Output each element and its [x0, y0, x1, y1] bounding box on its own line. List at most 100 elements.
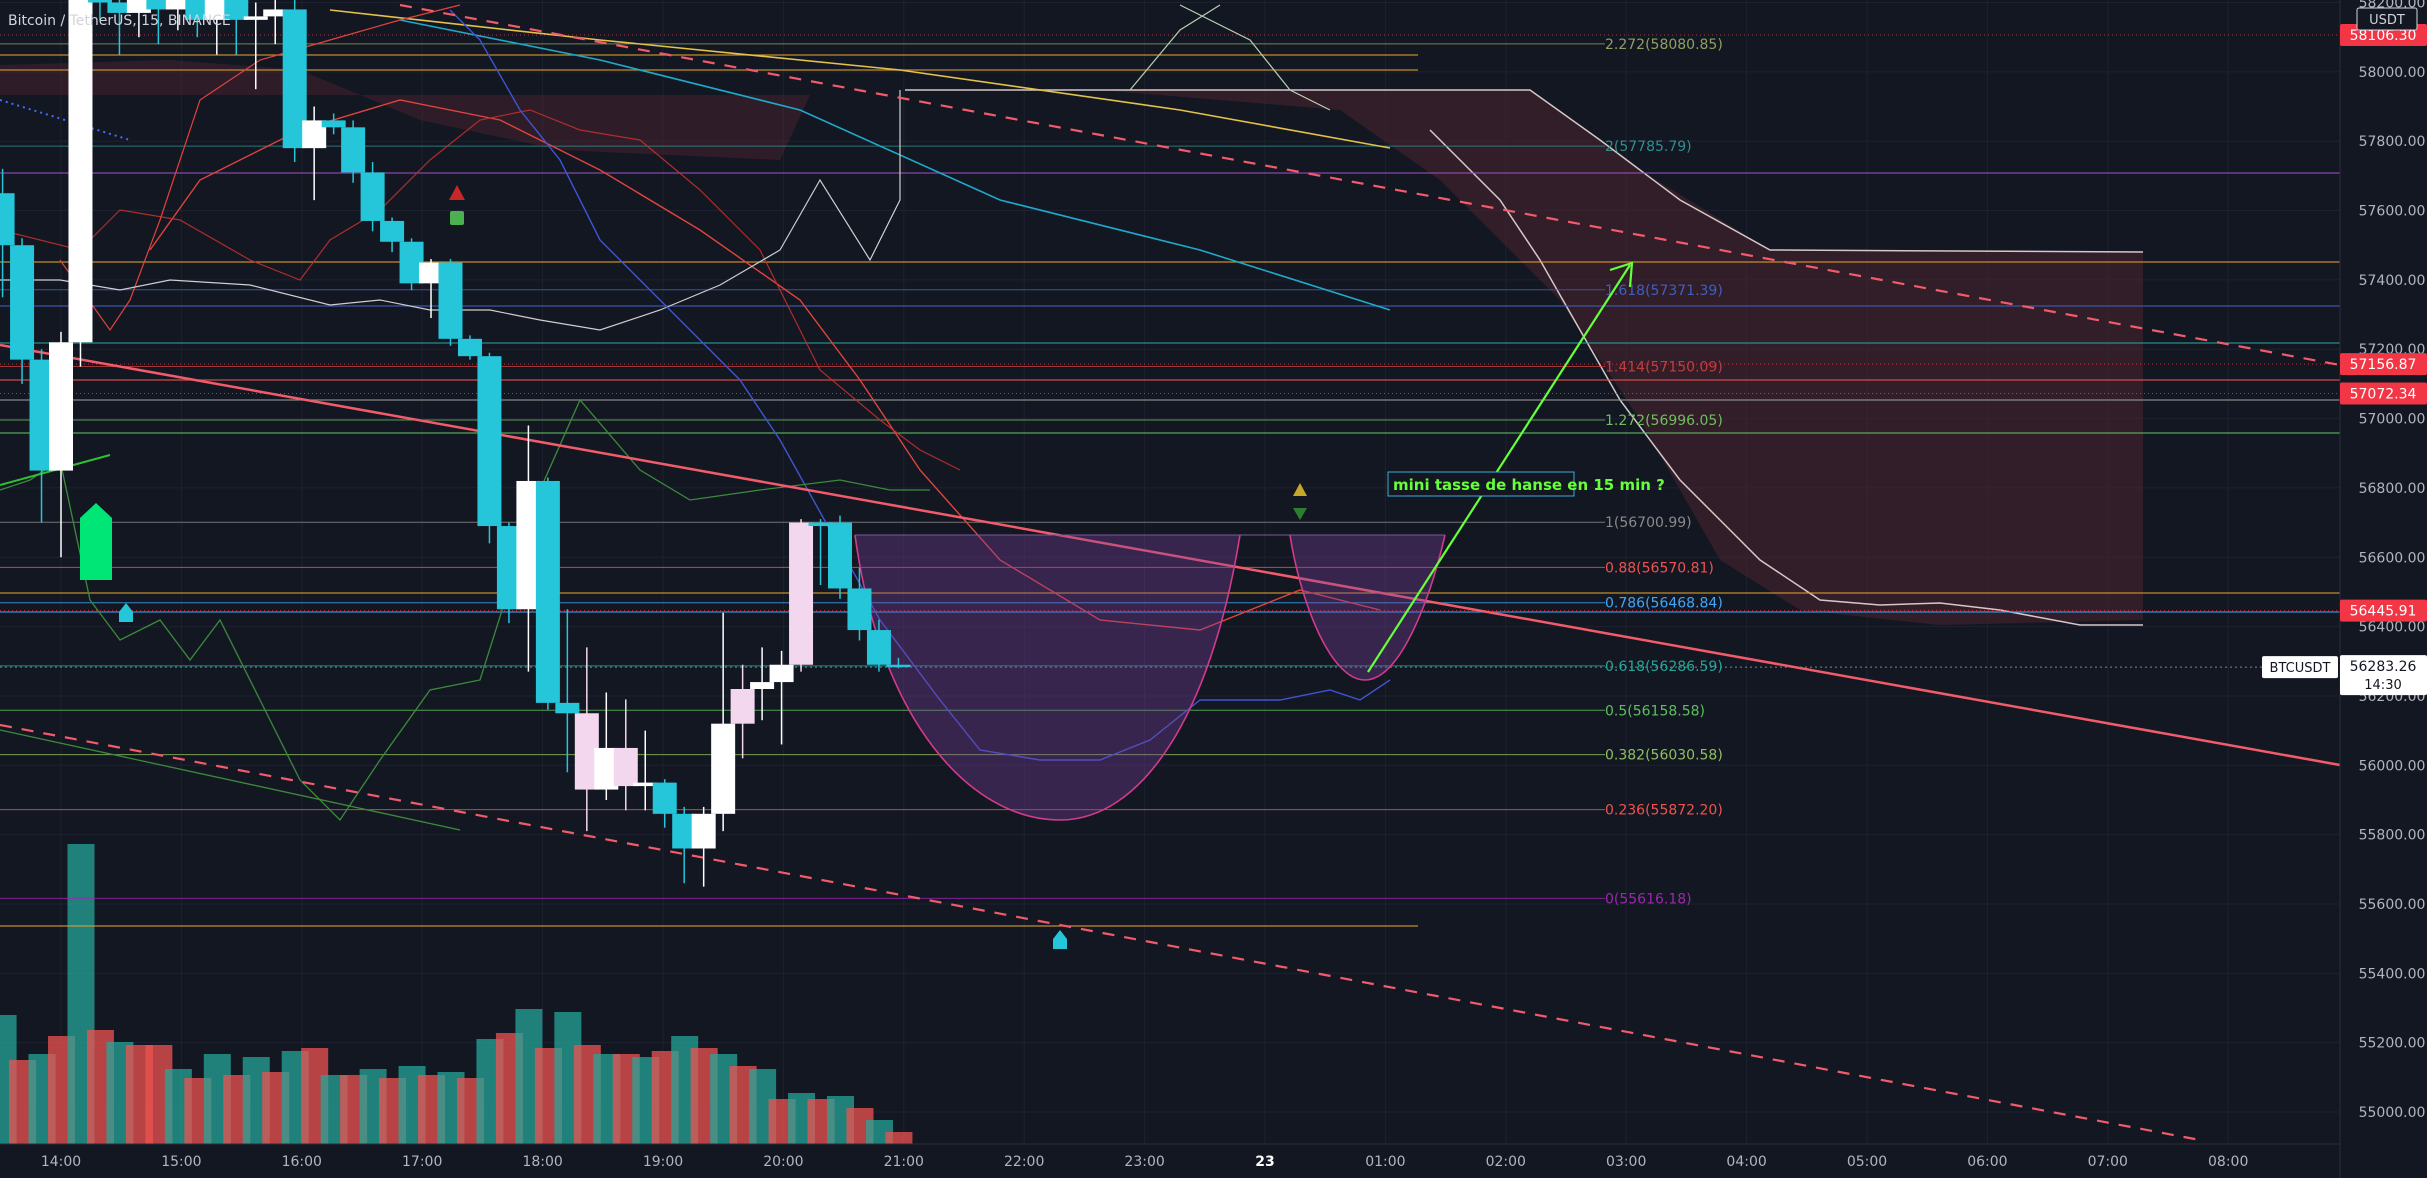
candle-body: [808, 522, 833, 527]
warning-triangle: [1293, 483, 1307, 496]
fib-level-label: 1.618(57371.39): [1605, 283, 1723, 299]
time-tick-label: 14:00: [41, 1154, 81, 1170]
price-tick-label: 55800.00: [2359, 828, 2426, 844]
cup-fill: [855, 535, 1240, 820]
symbol-tag-text: BTCUSDT: [2270, 661, 2331, 676]
candle-body: [711, 723, 736, 814]
time-tick-label: 04:00: [1726, 1154, 1766, 1170]
fib-level-label: 1.414(57150.09): [1605, 360, 1723, 376]
candle-body: [847, 588, 872, 631]
time-tick-label: 16:00: [282, 1154, 322, 1170]
fib-level-label: 1.272(56996.05): [1605, 413, 1723, 429]
candle-body: [535, 480, 560, 703]
fib-level-label: 1(56700.99): [1605, 515, 1692, 531]
price-tag-value: 57156.87: [2350, 357, 2417, 373]
ma-blue-line: [449, 9, 1391, 761]
time-tick-label: 08:00: [2208, 1154, 2248, 1170]
candle-body: [828, 522, 852, 589]
oscillator-green-line: [0, 398, 930, 822]
fib-level-label: 2(57785.79): [1605, 139, 1692, 155]
currency-badge[interactable]: USDT: [2356, 7, 2418, 31]
candle-body: [730, 689, 755, 724]
candle-body: [165, 0, 190, 10]
candle-body: [263, 9, 288, 17]
candle-body: [438, 262, 463, 339]
candle-body: [419, 262, 444, 284]
price-tick-label: 56600.00: [2359, 550, 2426, 566]
candle-body: [243, 16, 268, 20]
candle-body: [886, 664, 911, 668]
candle-body: [613, 747, 638, 787]
candle-body: [789, 522, 814, 665]
bar-countdown: 14:30: [2364, 678, 2401, 693]
last-price-box: [2340, 655, 2427, 696]
time-axis-labels: 14:00 15:00 16:00 17:00 18:00 19:00 20:00 21:00…: [41, 1154, 2249, 1170]
candle-body: [750, 682, 775, 690]
candle-body: [87, 0, 112, 3]
annotation-box: [1387, 471, 1575, 497]
price-tick-label: 58000.00: [2359, 65, 2426, 81]
candle-body: [107, 2, 132, 13]
fib-peak-line: [1129, 4, 1221, 91]
price-tick-label: 58200.00: [2359, 0, 2426, 12]
price-tick-label: 56400.00: [2359, 620, 2426, 636]
candle-body: [477, 356, 502, 527]
price-tick-label: 56000.00: [2359, 758, 2426, 774]
price-axis-labels: 55000.00 55200.00 55400.00 55600.00 55800.00…: [2359, 0, 2426, 1121]
price-tick-label: 56800.00: [2359, 481, 2426, 497]
currency-badge-box: [2356, 7, 2418, 31]
candle-body: [146, 0, 171, 10]
price-axis-panel[interactable]: [2340, 0, 2427, 1178]
time-tick-label: 20:00: [763, 1154, 803, 1170]
candle-body: [185, 0, 210, 20]
candles[interactable]: [0, 0, 911, 887]
time-tick-label: 21:00: [884, 1154, 924, 1170]
price-tick-label: 55000.00: [2359, 1105, 2426, 1121]
cloud-upper-line: [905, 89, 2144, 253]
blue-signal-marker: [119, 603, 133, 622]
symbol-title: Bitcoin / TetherUS, 15, BINANCE: [8, 13, 231, 29]
candle-body: [555, 702, 580, 714]
time-tick-label: 03:00: [1606, 1154, 1646, 1170]
fib-level-label: 0.236(55872.20): [1605, 803, 1723, 819]
buy-signal-house: [80, 503, 112, 580]
price-tick-label: 55600.00: [2359, 897, 2426, 913]
candle-body: [10, 245, 35, 360]
fib-level-label: 0.88(56570.81): [1605, 560, 1714, 576]
candle-body: [769, 664, 794, 683]
candle-body: [691, 813, 716, 849]
candle-body: [204, 0, 229, 20]
time-tick-label: 02:00: [1486, 1154, 1526, 1170]
time-tick-label: 23: [1255, 1154, 1274, 1170]
check-signal-box: [450, 211, 464, 225]
candle-body: [457, 338, 482, 357]
candle-body: [224, 0, 249, 20]
fib-level-label: 0.786(56468.84): [1605, 596, 1723, 612]
time-tick-label: 07:00: [2088, 1154, 2128, 1170]
fib-level-label: 0(55616.18): [1605, 891, 1692, 907]
price-tick-label: 57000.00: [2359, 412, 2426, 428]
candle-body: [866, 630, 891, 665]
candle-body: [633, 782, 658, 787]
time-tick-label: 19:00: [643, 1154, 683, 1170]
price-tag-value: 57072.34: [2350, 386, 2417, 402]
candle-body: [380, 220, 405, 242]
fib-labels: 2.272(58080.85) 2(57785.79) 1.618(57371.39…: [1605, 37, 1723, 908]
fib-level-label: 0.5(56158.58): [1605, 703, 1705, 719]
ma-red-line-left: [59, 4, 461, 332]
handle-curve: [1289, 534, 1446, 681]
price-tick-label: 55200.00: [2359, 1036, 2426, 1052]
ma-yellow-line: [329, 9, 1391, 149]
fib-level-label: 0.618(56286.59): [1605, 659, 1723, 675]
indicator-lines: [0, 3, 2341, 1142]
cloud-area: [905, 90, 2143, 625]
price-tick-label: 57800.00: [2359, 134, 2426, 150]
cloud-lower-line: [1429, 129, 2143, 626]
time-tick-label: 22:00: [1004, 1154, 1044, 1170]
projection-arrow-head: [1609, 261, 1634, 288]
sell-signal-arrow: [449, 185, 465, 200]
candle-body: [652, 782, 677, 814]
price-tags: 58106.30 57156.87 57072.34 56445.91 BTCUSDT 5…: [2262, 24, 2427, 696]
candle-body: [68, 0, 93, 343]
